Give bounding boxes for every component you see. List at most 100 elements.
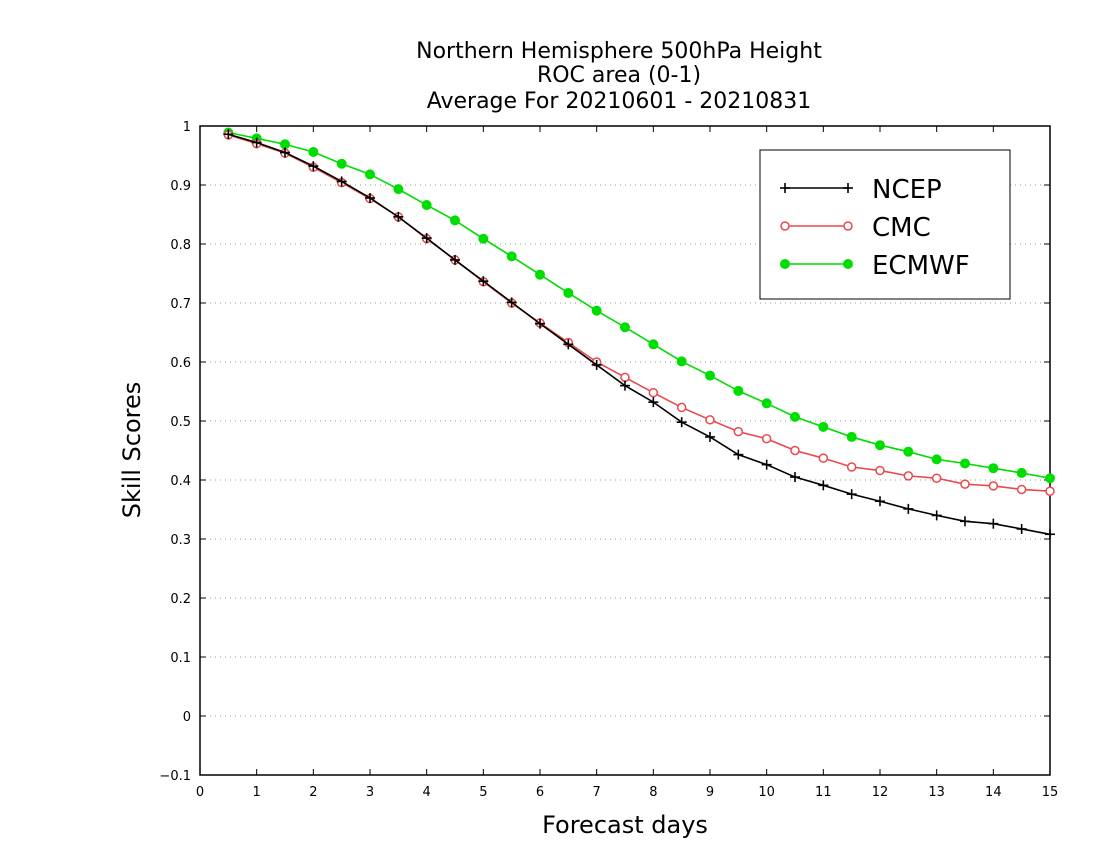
data-point-ecmwf (421, 200, 432, 211)
data-point-ncep (931, 510, 942, 521)
legend-item-ncep: NCEP (780, 175, 942, 205)
x-tick-label: 13 (928, 785, 945, 800)
series-line-ncep (228, 133, 1051, 536)
data-point-ncep (648, 397, 659, 408)
legend-label-ecmwf: ECMWF (872, 251, 970, 281)
data-point-ecmwf (875, 440, 885, 451)
data-point-ncep (988, 518, 999, 529)
data-point-cmc (988, 481, 999, 491)
data-point-ncep (818, 480, 829, 491)
data-point-ncep (563, 339, 574, 350)
data-point-cmc (761, 433, 772, 444)
data-point-cmc (1016, 484, 1027, 495)
data-point-cmc (733, 426, 744, 437)
data-point-cmc (931, 473, 942, 483)
x-tick-label: 1 (253, 785, 261, 800)
y-tick-label: 1 (183, 120, 191, 135)
data-point-ecmwf (1016, 467, 1027, 478)
x-tick-label: 15 (1042, 785, 1059, 800)
data-point-cmc (705, 415, 715, 425)
x-axis-label: Forecast days (542, 811, 708, 839)
data-point-cmc (960, 479, 970, 489)
x-tick-label: 14 (985, 785, 1002, 800)
data-point-cmc (1045, 486, 1055, 496)
x-tick-label: 7 (593, 785, 601, 800)
data-point-cmc (620, 372, 630, 383)
legend: NCEP CMC ECMWF (759, 149, 1011, 300)
x-tick-label: 6 (536, 785, 544, 800)
data-point-cmc (676, 402, 687, 413)
legend-item-ecmwf: ECMWF (780, 251, 970, 281)
data-point-ncep (535, 318, 545, 329)
x-tick-label: 4 (423, 785, 431, 800)
data-point-cmc (903, 471, 914, 481)
data-point-ncep (223, 129, 234, 140)
series-ecmwf (223, 127, 1055, 484)
data-point-ecmwf (308, 146, 319, 157)
data-point-ecmwf (790, 411, 800, 422)
data-series (223, 127, 1055, 540)
data-point-ecmwf (733, 385, 744, 396)
legend-marker-ncep (843, 183, 853, 193)
legend-marker-ncep (780, 183, 790, 193)
x-tick-label: 0 (196, 785, 204, 800)
legend-marker-ecmwf (780, 259, 790, 269)
data-point-ecmwf (988, 463, 999, 474)
title-line-2: ROC area (0-1) (537, 63, 701, 88)
y-tick-label: 0.3 (170, 533, 191, 548)
data-point-ecmwf (336, 158, 347, 169)
data-point-ncep (506, 297, 517, 308)
y-tick-label: 0.8 (170, 238, 191, 253)
data-point-ecmwf (591, 305, 602, 316)
y-tick-label: 0 (183, 710, 191, 725)
data-point-ecmwf (365, 169, 375, 180)
data-point-ncep (846, 489, 857, 500)
data-point-ncep (705, 431, 715, 442)
axes: −0.100.10.20.30.40.50.60.70.80.910 1 2 3 4 5 6… (159, 120, 1058, 800)
data-point-ecmwf (903, 446, 914, 457)
data-point-ncep (733, 449, 744, 460)
legend-label-ncep: NCEP (872, 175, 942, 205)
data-point-ecmwf (450, 215, 460, 226)
data-point-ecmwf (705, 370, 715, 381)
data-point-ncep (903, 503, 914, 514)
x-tick-label: 5 (479, 785, 487, 800)
data-point-ecmwf (846, 431, 857, 442)
data-point-ecmwf (620, 322, 630, 333)
data-point-ncep (251, 137, 262, 148)
data-point-cmc (875, 465, 885, 476)
legend-item-cmc: CMC (780, 213, 931, 243)
data-point-ecmwf (478, 233, 489, 244)
data-point-ncep (365, 192, 375, 203)
legend-marker-cmc (780, 221, 790, 231)
data-point-ecmwf (563, 287, 574, 298)
data-point-cmc (790, 445, 800, 456)
data-point-ncep (591, 359, 602, 370)
data-point-ecmwf (1045, 473, 1055, 484)
y-axis-label: Skill Scores (118, 382, 146, 519)
y-tick-label: −0.1 (159, 769, 191, 784)
x-tick-label: 8 (649, 785, 657, 800)
data-point-ecmwf (535, 269, 545, 280)
data-point-ecmwf (648, 339, 659, 350)
legend-marker-cmc (843, 221, 853, 231)
title-line-1: Northern Hemisphere 500hPa Height (416, 39, 822, 64)
x-tick-label: 2 (309, 785, 317, 800)
data-point-cmc (818, 453, 829, 463)
data-point-ncep (421, 233, 432, 244)
data-point-ncep (1016, 523, 1027, 534)
plot-frame (199, 125, 1051, 776)
y-tick-label: 0.1 (170, 651, 191, 666)
data-point-ncep (875, 496, 885, 507)
x-tick-label: 9 (706, 785, 714, 800)
x-tick-label: 12 (872, 785, 889, 800)
data-point-ecmwf (393, 184, 404, 195)
data-point-ncep (620, 380, 630, 391)
data-point-ncep (960, 516, 970, 527)
data-point-ecmwf (506, 251, 517, 262)
y-tick-label: 0.5 (170, 415, 191, 430)
y-tick-label: 0.4 (170, 474, 191, 489)
data-point-ncep (790, 472, 800, 483)
legend-label-cmc: CMC (872, 213, 931, 243)
